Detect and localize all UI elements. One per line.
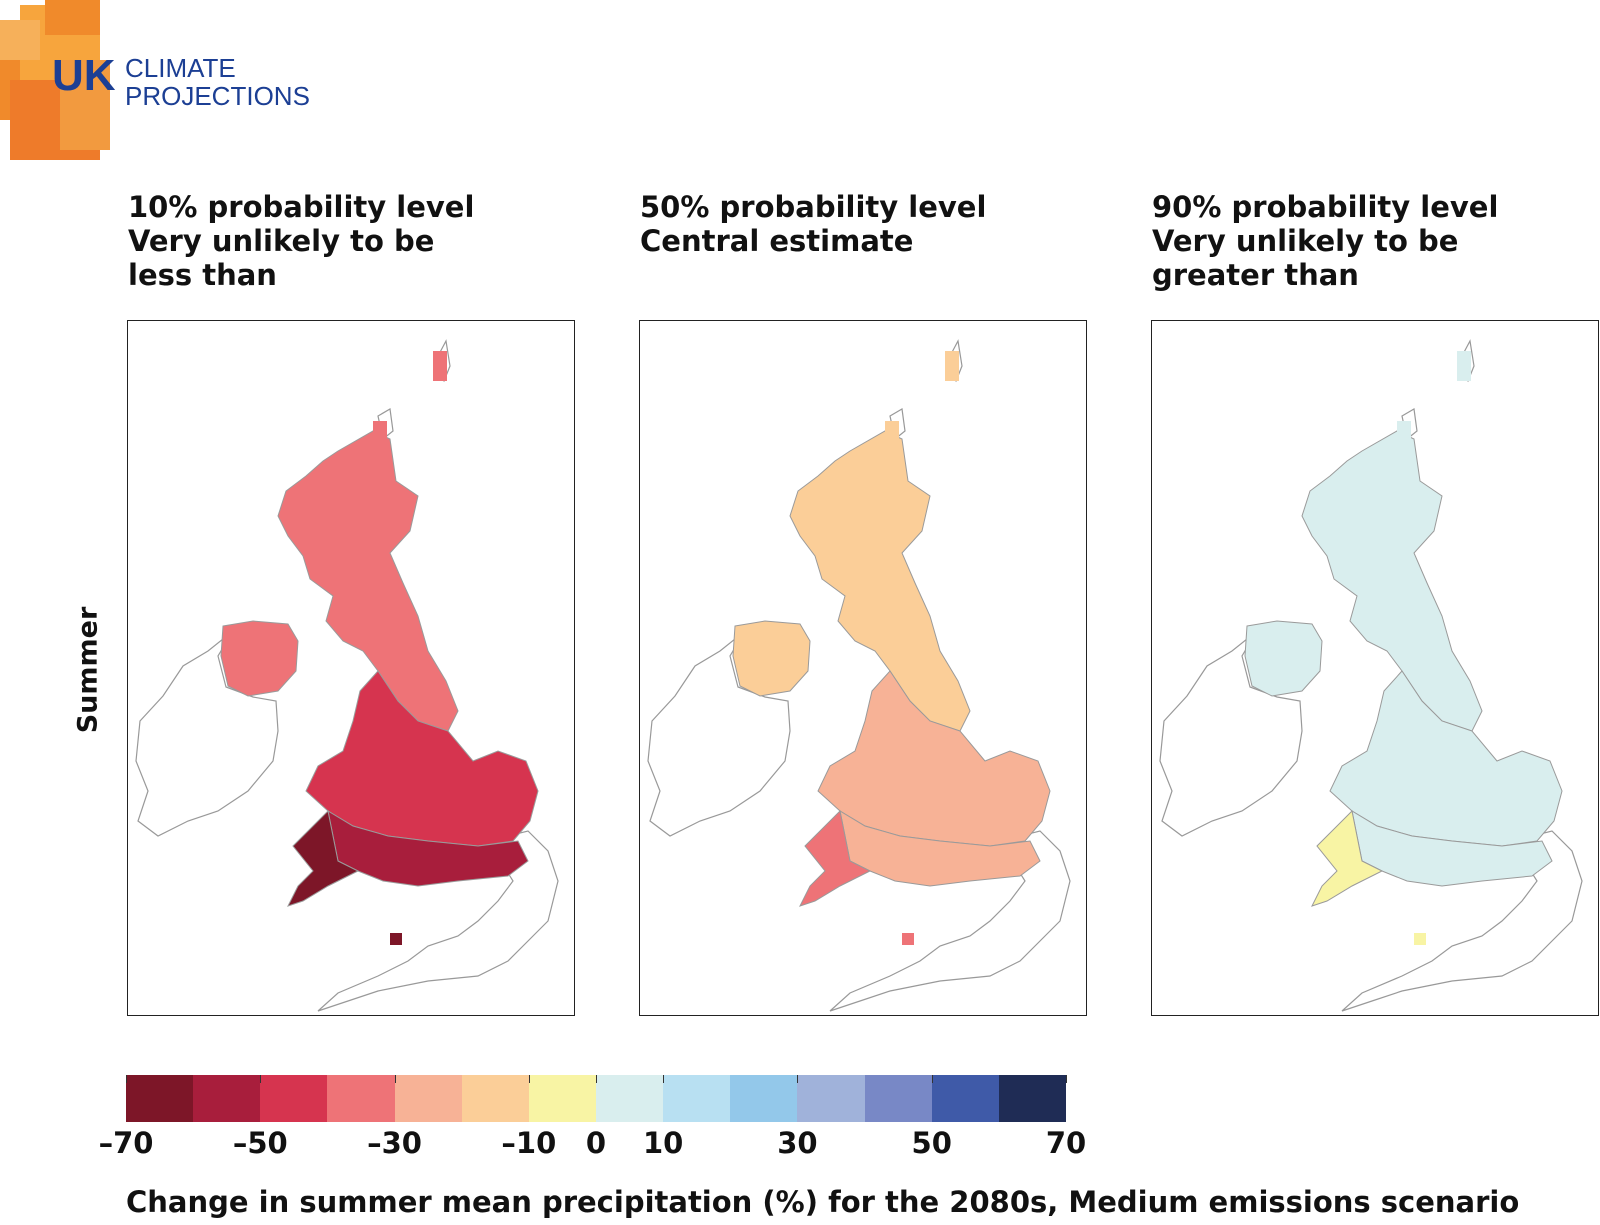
panel-title-p10: 10% probability level Very unlikely to b… — [128, 190, 474, 292]
panel-title-p90: 90% probability level Very unlikely to b… — [1152, 190, 1498, 292]
coastline-outline — [1341, 830, 1583, 1012]
legend-swatch — [126, 1075, 194, 1122]
legend-tick-label: –10 — [501, 1126, 557, 1160]
region-ni — [732, 620, 811, 697]
region-south — [1351, 809, 1553, 887]
legend-swatch — [931, 1075, 999, 1122]
legend-tick-mark — [126, 1075, 127, 1083]
legend-tick-mark — [528, 1075, 530, 1083]
svg-text:CLIMATE: CLIMATE — [125, 53, 236, 83]
legend-swatch — [260, 1075, 328, 1122]
region-islands — [433, 351, 447, 381]
legend-swatch — [797, 1075, 865, 1122]
panel-title-line: Central estimate — [640, 224, 914, 258]
legend-colorbar — [126, 1075, 1066, 1122]
legend-tick-label: –70 — [98, 1126, 154, 1160]
season-label: Summer — [68, 607, 108, 734]
region-south — [327, 809, 529, 887]
legend-tick-label: –30 — [367, 1126, 422, 1160]
region-islands — [945, 351, 959, 381]
legend-tick-mark — [797, 1075, 799, 1083]
region-channel-islands — [390, 933, 402, 945]
legend-tick-mark — [931, 1075, 933, 1083]
legend-tick-label: 50 — [911, 1126, 952, 1160]
map-svg-p50 — [647, 339, 1071, 1012]
coastline-outline — [317, 830, 559, 1012]
svg-text:PROJECTIONS: PROJECTIONS — [125, 81, 310, 111]
legend-swatch — [998, 1075, 1066, 1122]
legend-swatch — [193, 1075, 261, 1122]
panel-title-line: 90% probability level — [1152, 190, 1499, 224]
map-svg-p90 — [1159, 339, 1583, 1012]
legend-tick-mark — [260, 1075, 262, 1083]
legend-caption: Change in summer mean precipitation (%) … — [126, 1185, 1520, 1219]
panel-title-line: greater than — [1152, 258, 1359, 292]
region-south — [839, 809, 1041, 887]
legend-tick-label: 70 — [1045, 1126, 1087, 1160]
legend-swatch — [864, 1075, 932, 1122]
legend-swatch — [394, 1075, 462, 1122]
legend-swatch — [461, 1075, 529, 1122]
region-southwest — [287, 809, 360, 907]
logo-uk-text: UK — [52, 51, 116, 100]
legend-tick-mark — [663, 1075, 665, 1083]
legend-tick-label: 10 — [642, 1126, 684, 1160]
region-channel-islands — [1414, 933, 1426, 945]
region-ni — [1244, 620, 1323, 697]
legend-swatch — [663, 1075, 731, 1122]
coastline-outline — [1159, 630, 1303, 837]
panel-title-line: Very unlikely to be — [1152, 224, 1459, 258]
coastline-outline — [135, 630, 279, 837]
panel-title-line: less than — [128, 258, 277, 292]
legend-tick-label: –50 — [232, 1126, 288, 1160]
legend-swatch — [595, 1075, 664, 1122]
region-islands — [1397, 421, 1411, 439]
map-p90 — [1151, 320, 1599, 1016]
region-channel-islands — [902, 933, 914, 945]
region-ni — [220, 620, 299, 697]
ukcp-logo: UK CLIMATE PROJECTIONS — [0, 0, 330, 165]
panel-title-p50: 50% probability level Central estimate — [640, 190, 986, 258]
region-islands — [373, 421, 387, 439]
season-label-text: Summer — [72, 606, 104, 734]
legend-tick-label: 30 — [777, 1126, 818, 1160]
legend-swatch — [327, 1075, 395, 1122]
region-southwest — [799, 809, 872, 907]
legend-tick-mark — [394, 1075, 396, 1083]
map-p10 — [127, 320, 575, 1016]
map-p50 — [639, 320, 1087, 1016]
legend-swatch — [730, 1075, 798, 1122]
legend-tick-label: 0 — [585, 1126, 607, 1160]
region-islands — [885, 421, 899, 439]
panel-title-line: 10% probability level — [128, 190, 475, 224]
region-islands — [1457, 351, 1471, 381]
legend-swatch — [528, 1075, 596, 1122]
coastline-outline — [829, 830, 1071, 1012]
coastline-outline — [647, 630, 791, 837]
legend-tick-mark — [596, 1075, 597, 1083]
panel-title-line: Very unlikely to be — [128, 224, 435, 258]
panel-title-line: 50% probability level — [640, 190, 987, 224]
legend-tick-mark — [1066, 1075, 1067, 1083]
region-southwest — [1311, 809, 1384, 907]
map-svg-p10 — [135, 339, 559, 1012]
